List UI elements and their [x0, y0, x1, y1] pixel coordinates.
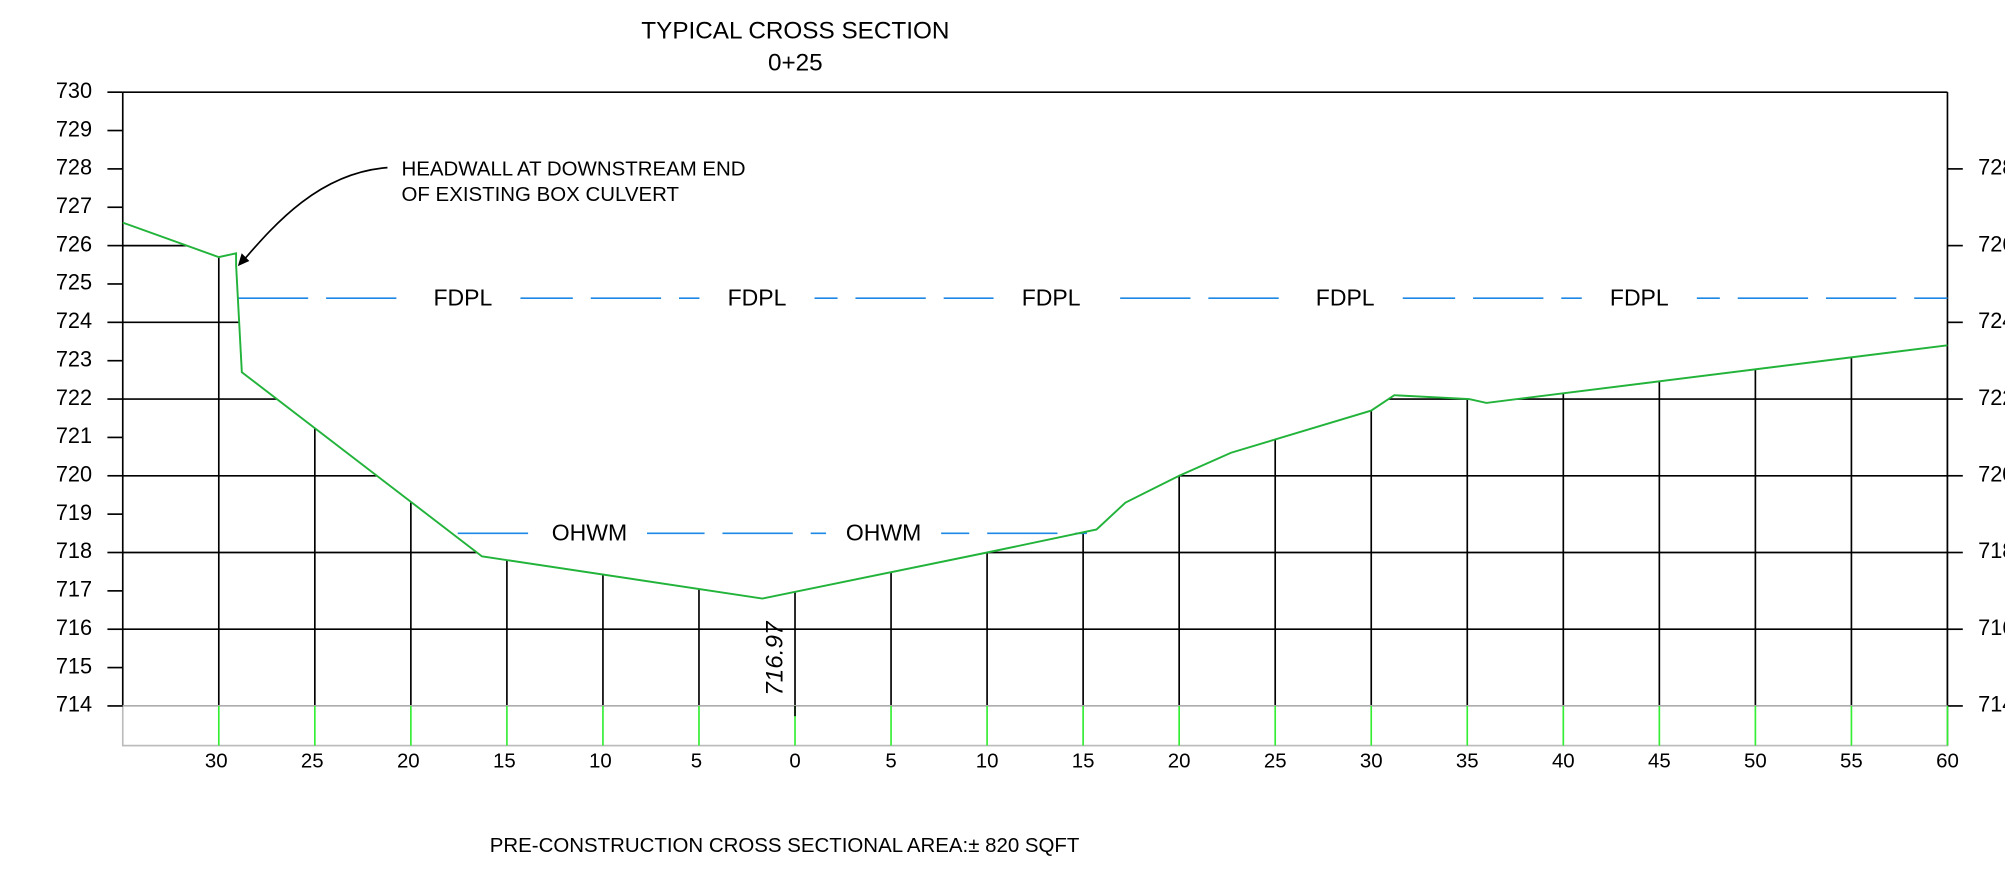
x-tick-label: 25 [1264, 750, 1287, 773]
x-tick-label: 45 [1648, 750, 1671, 773]
y-tick-label: 726 [56, 231, 92, 256]
y-tick-label: 730 [56, 78, 92, 103]
label-bg [826, 520, 942, 547]
y2-tick-label: 714 [1978, 692, 2005, 717]
y-tick-label: 717 [56, 577, 92, 602]
x-tick-label: 40 [1552, 750, 1575, 773]
x-tick-label: 30 [1360, 750, 1383, 773]
subtitle: 0+25 [768, 49, 823, 76]
low-point-label: 716.97 [762, 620, 789, 696]
label-bg [1287, 285, 1403, 311]
annotation-arrow [242, 166, 388, 262]
y2-tick-label: 720 [1978, 462, 2005, 487]
annotation: OF EXISTING BOX CULVERT [402, 183, 680, 206]
y-tick-label: 723 [56, 346, 92, 371]
x-tick-label: 60 [1936, 750, 1959, 773]
x-tick-label: 35 [1456, 750, 1479, 773]
y2-tick-label: 716 [1978, 615, 2005, 640]
fdpl-label: FDPL [728, 285, 787, 311]
y-tick-label: 724 [56, 308, 92, 333]
fdpl-label: FDPL [1610, 285, 1669, 311]
arrow-head [237, 253, 250, 267]
x-tick-label: 25 [301, 750, 324, 773]
y2-tick-label: 726 [1978, 231, 2005, 256]
x-tick-label: 55 [1840, 750, 1863, 773]
y2-tick-label: 722 [1978, 385, 2005, 410]
y-tick-label: 728 [56, 155, 92, 180]
grid [122, 222, 1948, 706]
y-tick-label: 727 [56, 193, 92, 218]
y-tick-label: 722 [56, 385, 92, 410]
y-tick-label: 719 [56, 500, 92, 525]
y-tick-label: 718 [56, 538, 92, 563]
y-tick-label: 715 [56, 653, 92, 678]
x-tick-label: 15 [493, 750, 516, 773]
x-tick-label: 50 [1744, 750, 1767, 773]
x-tick-label: 5 [885, 750, 896, 773]
fdpl-label: FDPL [1022, 285, 1081, 311]
y-tick-label: 721 [56, 423, 92, 448]
x-tick-label: 30 [205, 750, 228, 773]
x-tick-label: 10 [976, 750, 999, 773]
x-tick-label: 20 [397, 750, 420, 773]
x-tick-label: 15 [1072, 750, 1095, 773]
label-bg [699, 285, 815, 311]
y-tick-label: 714 [56, 692, 92, 717]
ohwm-label: OHWM [552, 520, 627, 546]
y-tick-label: 716 [56, 615, 92, 640]
label-bg [531, 520, 648, 547]
label-bg [405, 285, 521, 311]
label-bg [993, 285, 1109, 311]
x-tick-label: 0 [789, 750, 800, 773]
x-tick-label: 20 [1168, 750, 1191, 773]
y2-tick-label: 718 [1978, 538, 2005, 563]
y-tick-label: 720 [56, 462, 92, 487]
y2-tick-label: 724 [1978, 308, 2005, 333]
y-tick-label: 729 [56, 116, 92, 141]
station-band [121, 705, 1949, 747]
title: TYPICAL CROSS SECTION [641, 17, 949, 44]
fdpl-label: FDPL [433, 285, 492, 311]
label-bg [1581, 285, 1697, 311]
x-tick-label: 5 [691, 750, 702, 773]
x-tick-label: 10 [589, 750, 612, 773]
y2-tick-label: 728 [1978, 155, 2005, 180]
annotation: HEADWALL AT DOWNSTREAM END [402, 158, 746, 181]
ohwm-label: OHWM [846, 520, 921, 546]
footer: PRE-CONSTRUCTION CROSS SECTIONAL AREA:± … [490, 834, 1080, 857]
fdpl-label: FDPL [1316, 285, 1375, 311]
ground-line [122, 221, 1948, 600]
y-tick-label: 725 [56, 270, 92, 295]
